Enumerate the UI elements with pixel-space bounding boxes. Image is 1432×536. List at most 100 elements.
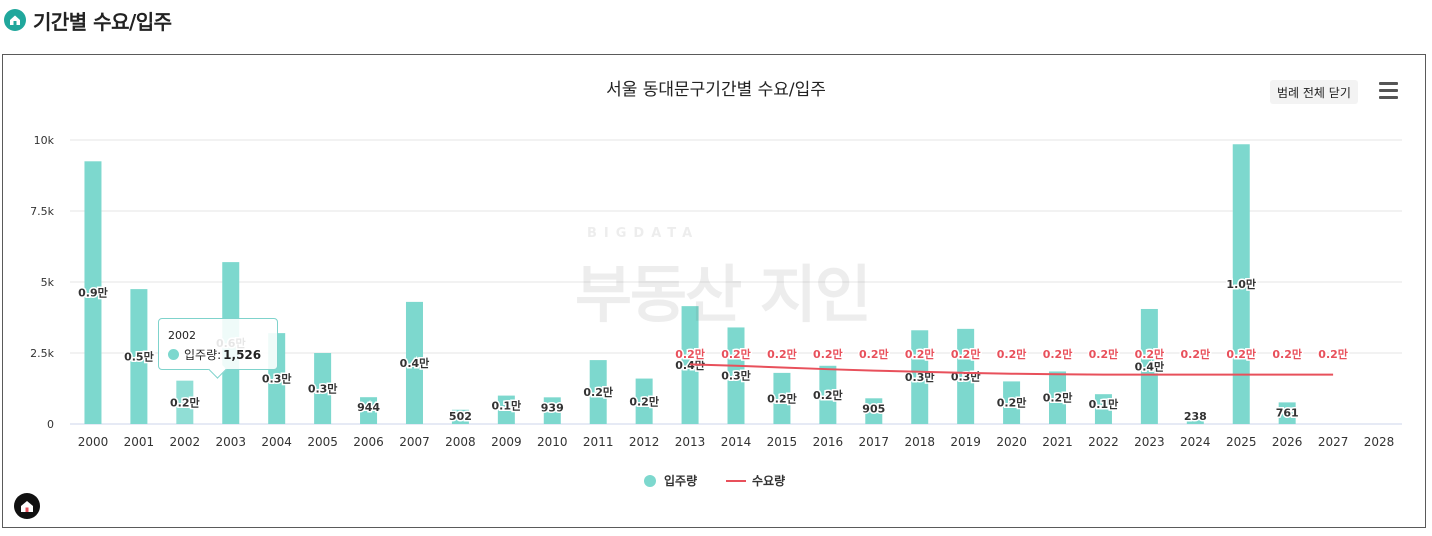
bar-data-label: 761 [1276, 406, 1299, 419]
bar-data-label: 939 [541, 401, 564, 414]
x-tick-label: 2006 [353, 435, 384, 449]
bar-data-label: 0.4만 [400, 356, 430, 370]
bar-data-label: 238 [1184, 410, 1207, 423]
x-tick-label: 2019 [950, 435, 981, 449]
x-tick-label: 2002 [170, 435, 201, 449]
tooltip-label: 입주량: [184, 348, 222, 362]
x-tick-label: 2022 [1088, 435, 1119, 449]
line-data-label: 0.2만 [813, 347, 843, 361]
legend-toggle-button[interactable]: 범례 전체 닫기 [1270, 80, 1358, 104]
bar [819, 365, 837, 424]
line-data-label: 0.2만 [1089, 347, 1119, 361]
bar [1186, 417, 1204, 424]
bar [589, 360, 607, 424]
line-data-label: 0.2만 [767, 347, 797, 361]
y-tick-label: 2.5k [30, 347, 54, 360]
bar-data-label: 0.5만 [124, 350, 154, 364]
bar [1232, 144, 1250, 424]
bar [405, 301, 423, 424]
bar [360, 397, 378, 424]
bar [773, 372, 791, 424]
home-icon [4, 9, 26, 31]
bar [911, 330, 929, 424]
x-tick-label: 2028 [1364, 435, 1395, 449]
bar-data-label: 944 [357, 401, 380, 414]
x-tick-label: 2004 [261, 435, 292, 449]
x-tick-label: 2016 [813, 435, 844, 449]
x-tick-label: 2009 [491, 435, 522, 449]
bar [635, 378, 653, 424]
bar [314, 353, 332, 424]
bar [1049, 371, 1067, 424]
section-title: 기간별 수요/입주 [33, 9, 172, 34]
bar-data-label: 0.2만 [813, 388, 843, 402]
y-tick-label: 7.5k [30, 205, 54, 218]
x-tick-label: 2001 [124, 435, 155, 449]
bar [543, 397, 561, 424]
bar [1140, 308, 1158, 424]
bar [1278, 402, 1296, 424]
x-tick-label: 2008 [445, 435, 476, 449]
bar [727, 327, 745, 424]
line-data-label: 0.2만 [721, 347, 751, 361]
bar [451, 409, 469, 424]
line-data-label: 0.2만 [997, 347, 1027, 361]
tooltip-series-dot [168, 349, 179, 360]
bar-data-label: 0.1만 [492, 399, 522, 413]
bar-data-label: 0.4만 [1135, 359, 1165, 373]
x-tick-label: 2005 [307, 435, 338, 449]
bar [497, 395, 515, 424]
chart-tooltip: 2002 입주량: 1,526 [158, 318, 278, 379]
bar-data-label: 0.2만 [997, 396, 1027, 410]
x-tick-label: 2015 [767, 435, 798, 449]
bar-data-label: 0.3만 [308, 382, 338, 396]
line-data-label: 0.2만 [859, 347, 889, 361]
x-tick-label: 2018 [904, 435, 935, 449]
bar-data-label: 905 [862, 402, 885, 415]
x-tick-label: 2000 [78, 435, 109, 449]
x-tick-label: 2023 [1134, 435, 1165, 449]
x-tick-label: 2007 [399, 435, 430, 449]
bar-data-label: 0.2만 [629, 394, 659, 408]
bar [957, 328, 975, 424]
tooltip-value: 1,526 [223, 347, 262, 362]
line-data-label: 0.2만 [1181, 347, 1211, 361]
bar-data-label: 0.2만 [583, 385, 613, 399]
bar-data-label: 0.3만 [951, 369, 981, 383]
bar [865, 398, 883, 424]
x-tick-label: 2012 [629, 435, 660, 449]
x-tick-label: 2017 [859, 435, 890, 449]
chart-panel [2, 54, 1426, 528]
x-tick-label: 2025 [1226, 435, 1257, 449]
line-data-label: 0.2만 [1318, 347, 1348, 361]
legend-supply-marker [644, 475, 656, 487]
x-tick-label: 2010 [537, 435, 568, 449]
logo-icon[interactable] [14, 493, 40, 519]
bar [176, 380, 194, 424]
chart-title: 서울 동대문구기간별 수요/입주 [606, 80, 826, 100]
y-tick-label: 10k [34, 134, 55, 147]
bar-data-label: 0.2만 [767, 391, 797, 405]
legend-supply-label: 입주량 [664, 474, 697, 488]
y-tick-label: 0 [47, 418, 54, 431]
x-tick-label: 2013 [675, 435, 706, 449]
bar-data-label: 502 [449, 410, 472, 423]
line-data-label: 0.2만 [1272, 347, 1302, 361]
x-tick-label: 2014 [721, 435, 752, 449]
x-tick-label: 2003 [215, 435, 246, 449]
x-tick-label: 2011 [583, 435, 614, 449]
x-tick-label: 2021 [1042, 435, 1073, 449]
x-tick-label: 2027 [1318, 435, 1349, 449]
bar [1003, 381, 1021, 424]
line-data-label: 0.2만 [1135, 347, 1165, 361]
bar [84, 161, 102, 425]
y-tick-label: 5k [41, 276, 55, 289]
x-tick-label: 2024 [1180, 435, 1211, 449]
hamburger-menu-icon[interactable] [1377, 82, 1401, 102]
line-data-label: 0.2만 [905, 347, 935, 361]
bar-data-label: 0.2만 [170, 395, 200, 409]
line-data-label: 0.2만 [951, 347, 981, 361]
bar-data-label: 0.9만 [78, 286, 108, 300]
bar [1094, 394, 1112, 424]
